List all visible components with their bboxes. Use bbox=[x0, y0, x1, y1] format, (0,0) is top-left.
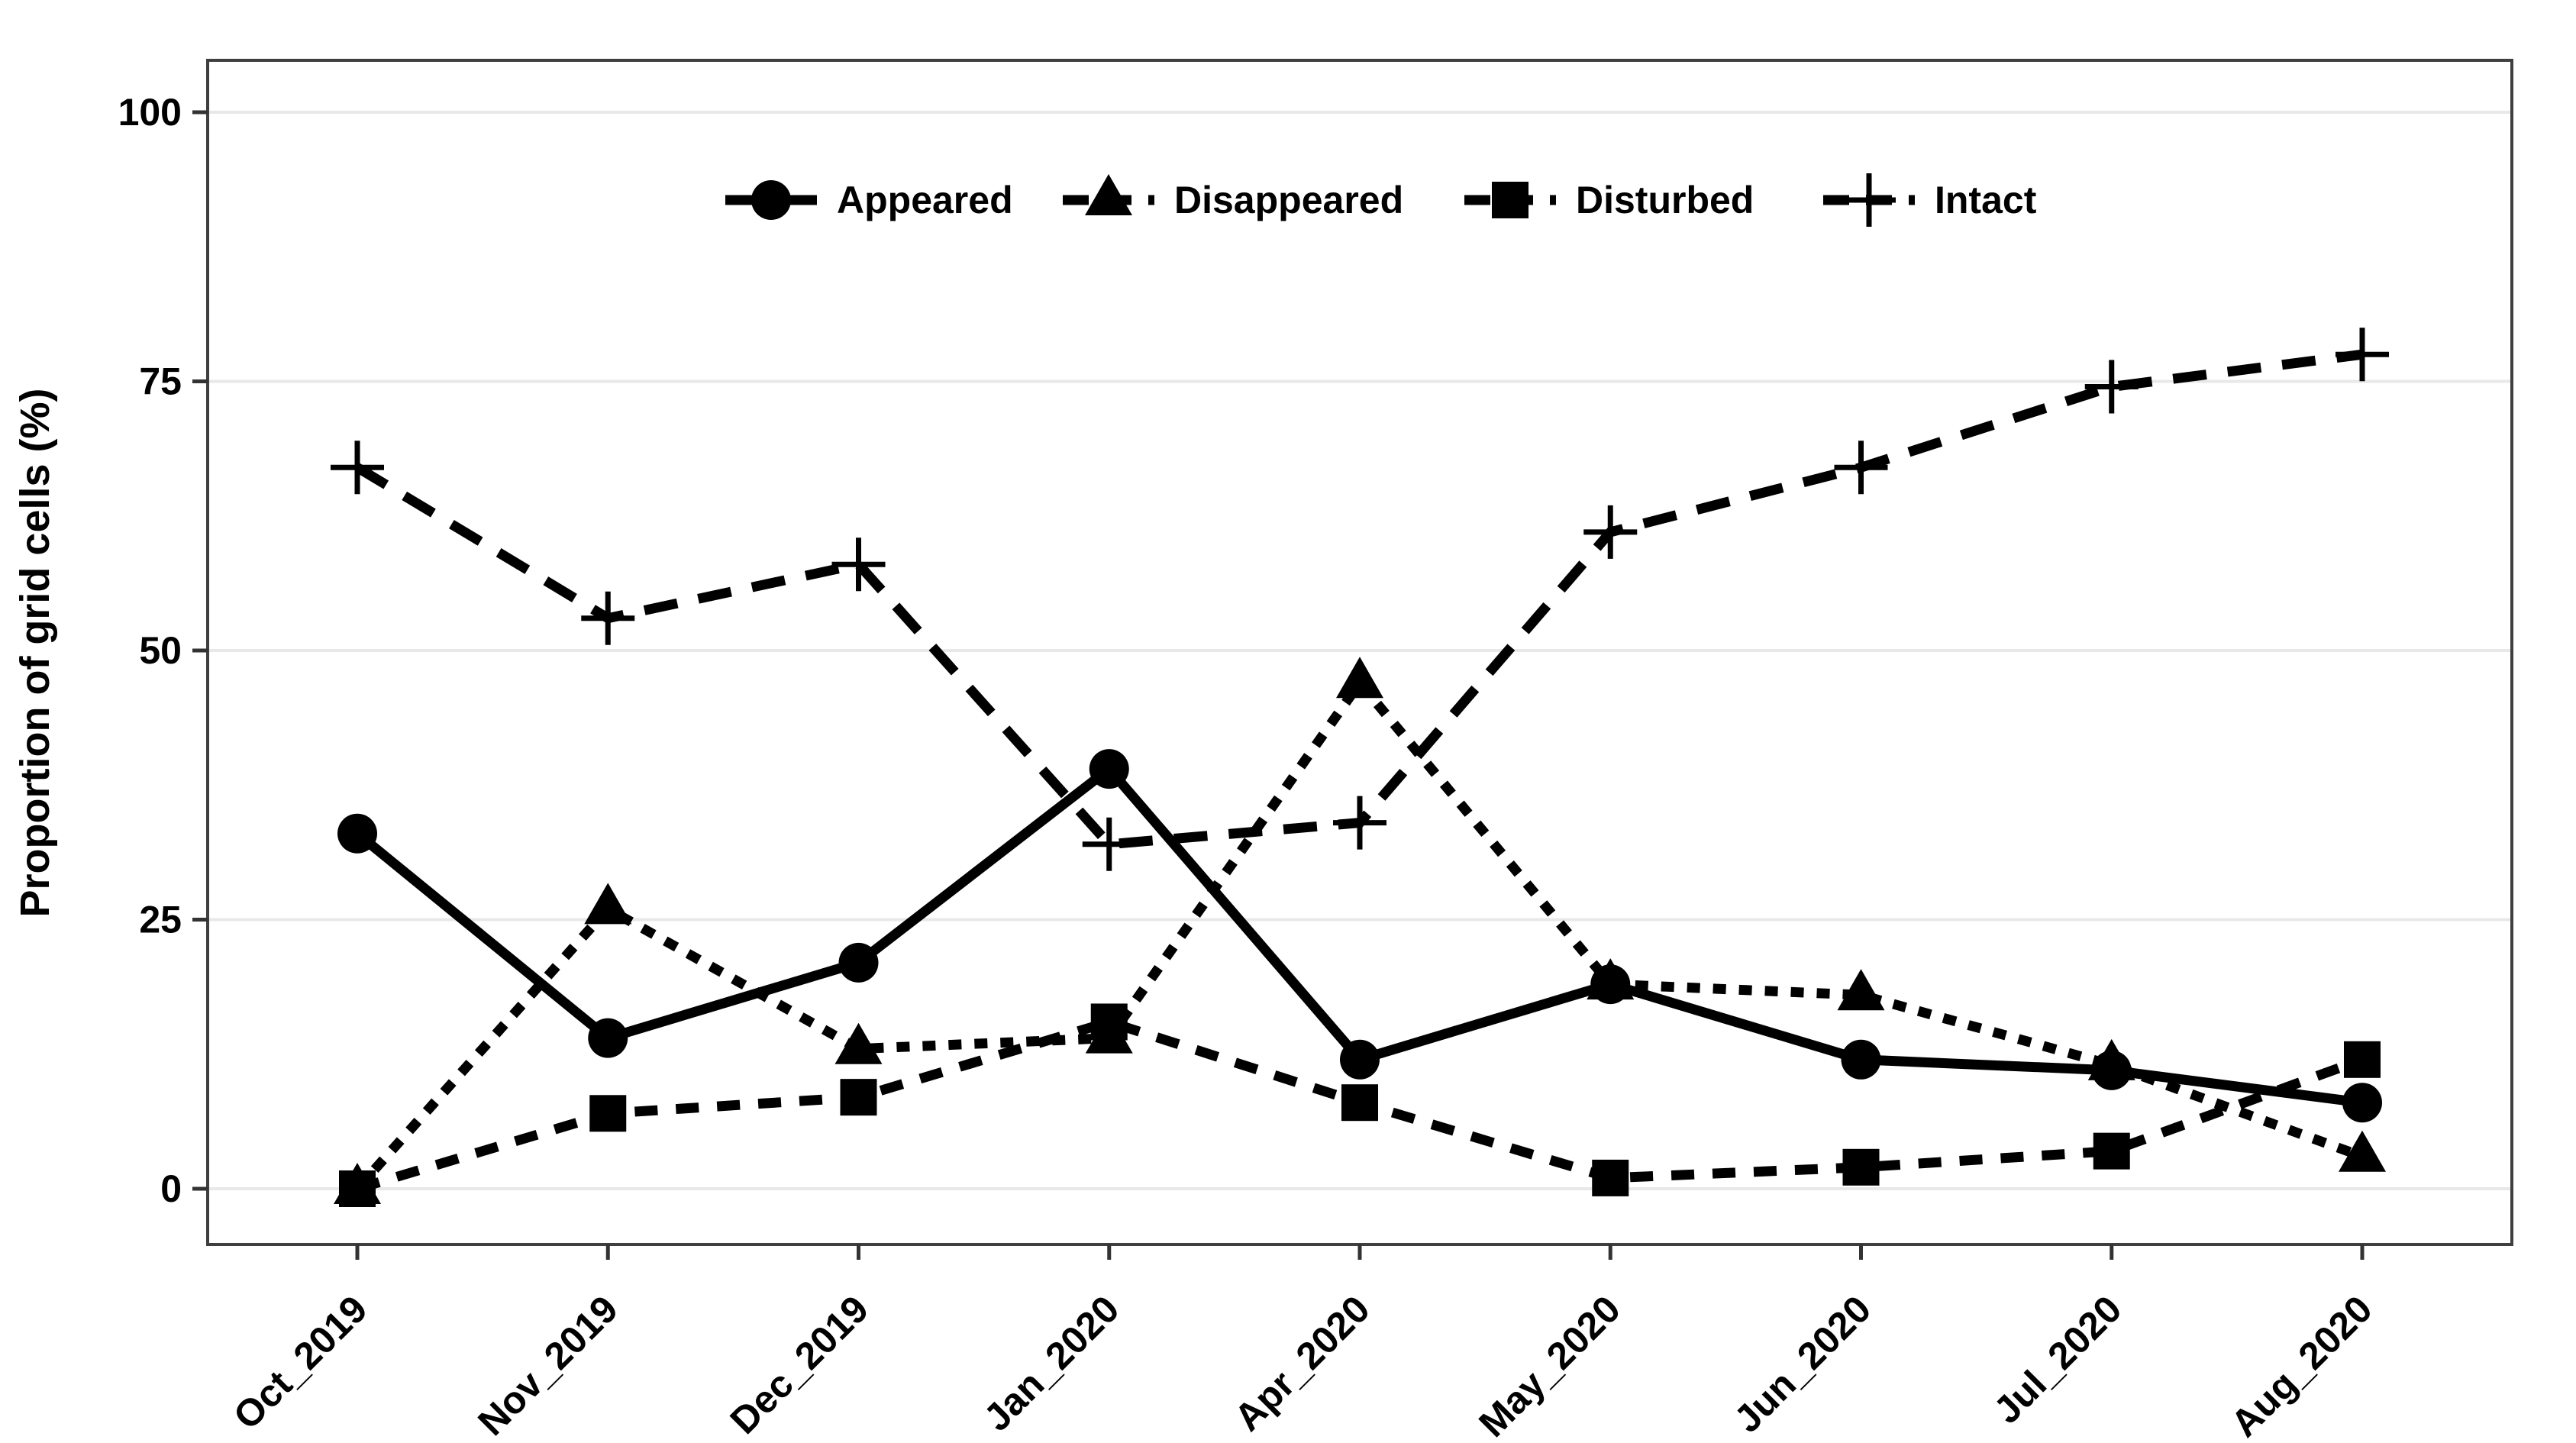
series-intact-point bbox=[1082, 817, 1136, 871]
y-tick-label: 25 bbox=[139, 899, 182, 941]
x-tick-label: Oct_2019 bbox=[225, 1287, 376, 1438]
series-disappeared-point bbox=[1587, 958, 1635, 1000]
series-appeared-point bbox=[1841, 1039, 1881, 1080]
y-tick-label: 0 bbox=[160, 1167, 182, 1210]
series-disturbed-point bbox=[589, 1095, 627, 1132]
legend-layer: Appeared Disappeared Disturbed Intact bbox=[725, 173, 2037, 227]
series-disappeared-line bbox=[353, 674, 2365, 1193]
grid-layer bbox=[208, 111, 2512, 1190]
x-tick-label: Aug_2020 bbox=[2223, 1287, 2381, 1443]
legend-key-square-icon bbox=[1492, 182, 1528, 218]
series-disturbed-point bbox=[1592, 1159, 1629, 1196]
x-tick-label: Dec_2019 bbox=[722, 1287, 877, 1442]
legend-item-intact: Intact bbox=[1823, 173, 2037, 227]
series-disturbed-point bbox=[1090, 1003, 1128, 1041]
series-intact-point bbox=[1333, 796, 1386, 850]
series-appeared-point bbox=[588, 1018, 628, 1058]
x-tick-label: Jun_2020 bbox=[1726, 1287, 1880, 1441]
series-disappeared-point bbox=[834, 1022, 883, 1064]
series-disturbed-point bbox=[840, 1079, 877, 1116]
series-intact-line bbox=[354, 349, 2363, 850]
series-disturbed-point bbox=[1341, 1084, 1378, 1122]
legend-label-disturbed: Disturbed bbox=[1576, 179, 1754, 221]
x-tick-label: Nov_2019 bbox=[470, 1287, 626, 1443]
series-disappeared-point bbox=[1837, 969, 1885, 1011]
legend-label-appeared: Appeared bbox=[837, 179, 1013, 221]
series-disappeared-point bbox=[1336, 657, 1383, 699]
y-tick-label: 100 bbox=[118, 91, 182, 134]
series-intact-point bbox=[1583, 505, 1638, 559]
series-intact-point bbox=[2084, 360, 2139, 414]
y-tick-label: 75 bbox=[139, 360, 182, 403]
series-disturbed-point bbox=[2344, 1041, 2381, 1078]
series-appeared-point bbox=[838, 942, 879, 983]
legend-key-plus-icon bbox=[1842, 173, 1896, 227]
series-appeared-point bbox=[2342, 1083, 2382, 1123]
series-intact bbox=[331, 328, 2389, 871]
x-tick-label: May_2020 bbox=[1470, 1287, 1629, 1443]
series-appeared bbox=[337, 749, 2382, 1123]
series-intact-point bbox=[331, 441, 384, 495]
series-disturbed-point bbox=[339, 1170, 376, 1207]
x-tick-label: Jan_2020 bbox=[976, 1287, 1128, 1439]
series-disappeared-point bbox=[2339, 1130, 2386, 1172]
series-appeared-point bbox=[1089, 749, 1129, 789]
series-appeared-point bbox=[1340, 1039, 1380, 1080]
legend-label-intact: Intact bbox=[1935, 179, 2037, 221]
series-intact-point bbox=[2336, 328, 2389, 382]
series-disappeared-point bbox=[584, 883, 632, 925]
legend-item-disturbed: Disturbed bbox=[1464, 179, 1754, 221]
axes-layer: 0 25 50 75 100 Oct_2019 Nov_2019 Dec_2019 Jan_20… bbox=[118, 59, 2513, 1443]
series-intact-point bbox=[1834, 441, 1888, 495]
legend-item-appeared: Appeared bbox=[725, 179, 1013, 221]
series-intact-point bbox=[831, 537, 886, 592]
legend-key-triangle-icon bbox=[1085, 174, 1132, 215]
legend-key-circle-icon bbox=[751, 180, 791, 220]
x-tick-label: Jul_2020 bbox=[1986, 1287, 2130, 1432]
y-axis-title: Proportion of grid cells (%) bbox=[12, 388, 58, 917]
series-layer bbox=[331, 328, 2389, 1207]
series-disappeared bbox=[334, 657, 2386, 1204]
series-disturbed-point bbox=[1842, 1148, 1880, 1186]
series-intact-point bbox=[581, 591, 635, 645]
series-disappeared-point bbox=[2087, 1038, 2135, 1080]
series-appeared-point bbox=[337, 813, 377, 854]
legend-item-disappeared: Disappeared bbox=[1063, 174, 1403, 221]
y-tick-label: 50 bbox=[139, 629, 182, 672]
x-tick-label: Apr_2020 bbox=[1226, 1287, 1378, 1439]
legend-label-disappeared: Disappeared bbox=[1174, 179, 1403, 221]
series-disturbed bbox=[339, 1003, 2381, 1207]
series-disturbed-point bbox=[2093, 1132, 2130, 1170]
